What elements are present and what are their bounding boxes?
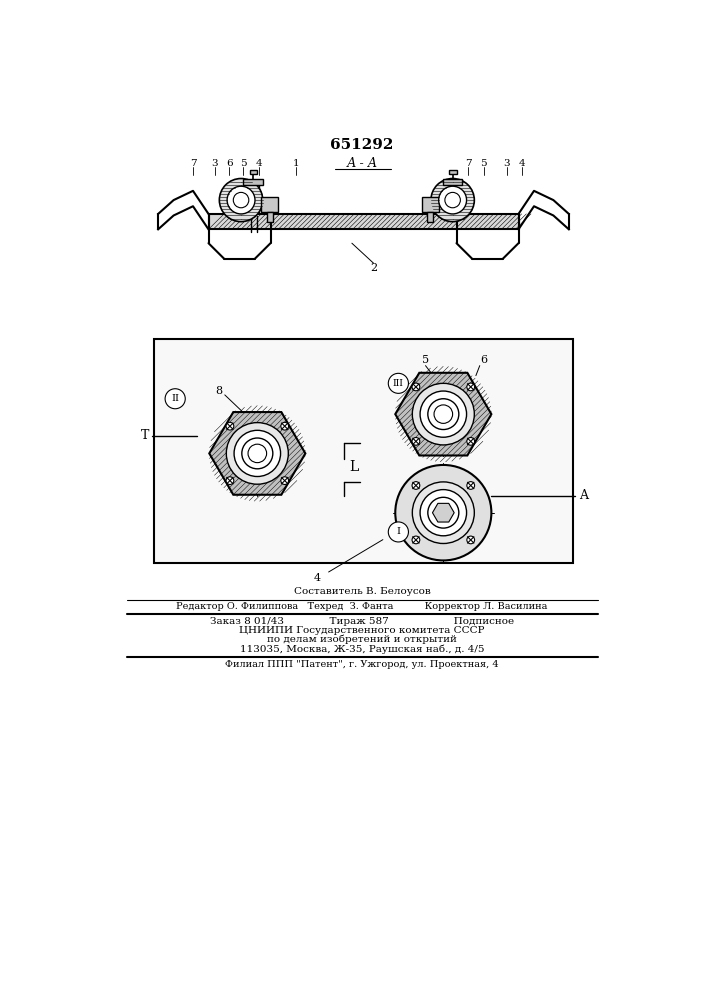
Circle shape <box>412 383 474 445</box>
Circle shape <box>420 391 467 437</box>
Text: 3: 3 <box>503 159 510 168</box>
Circle shape <box>467 438 474 445</box>
Circle shape <box>233 192 249 208</box>
Polygon shape <box>395 373 491 455</box>
Text: Редактор О. Филиппова   Техред  З. Фанта          Корректор Л. Василина: Редактор О. Филиппова Техред З. Фанта Ко… <box>176 602 548 611</box>
Circle shape <box>428 399 459 430</box>
Text: T: T <box>141 429 150 442</box>
Text: Заказ 8 01/43              Тираж 587                    Подписное: Заказ 8 01/43 Тираж 587 Подписное <box>210 617 514 626</box>
Circle shape <box>412 536 420 544</box>
Circle shape <box>281 422 288 430</box>
Text: 5: 5 <box>240 159 247 168</box>
Bar <box>421 197 438 212</box>
Text: 113035, Москва, Ж-35, Раушская наб., д. 4/5: 113035, Москва, Ж-35, Раушская наб., д. … <box>240 644 484 654</box>
Circle shape <box>467 383 474 391</box>
Text: Филиал ППП "Патент", г. Ужгород, ул. Проектная, 4: Филиал ППП "Патент", г. Ужгород, ул. Про… <box>225 660 498 669</box>
Circle shape <box>234 430 281 477</box>
Bar <box>449 170 457 174</box>
Polygon shape <box>433 503 454 522</box>
Circle shape <box>226 423 288 484</box>
Circle shape <box>165 389 185 409</box>
Circle shape <box>412 438 420 445</box>
Text: 1: 1 <box>293 159 299 168</box>
Circle shape <box>227 186 255 214</box>
Text: по делам изобретений и открытий: по делам изобретений и открытий <box>267 635 457 645</box>
Circle shape <box>412 383 420 391</box>
Bar <box>267 212 273 222</box>
Text: II: II <box>171 394 179 403</box>
Circle shape <box>420 490 467 536</box>
Circle shape <box>434 405 452 423</box>
Text: L: L <box>349 460 358 474</box>
Text: 5: 5 <box>480 159 487 168</box>
Text: 5: 5 <box>422 355 429 365</box>
Text: A: A <box>579 489 588 502</box>
Text: 4: 4 <box>313 573 320 583</box>
Circle shape <box>428 497 459 528</box>
Circle shape <box>226 477 234 484</box>
Text: I: I <box>397 527 400 536</box>
Text: 7: 7 <box>189 159 197 168</box>
Text: 3: 3 <box>211 159 218 168</box>
Text: III: III <box>393 379 404 388</box>
Text: 7: 7 <box>464 159 472 168</box>
Circle shape <box>388 522 409 542</box>
Text: А - А: А - А <box>346 157 378 170</box>
Bar <box>443 179 462 185</box>
Text: Составитель В. Белоусов: Составитель В. Белоусов <box>293 587 431 596</box>
Circle shape <box>388 373 409 393</box>
Bar <box>250 170 257 174</box>
Circle shape <box>445 192 460 208</box>
Bar <box>243 179 263 185</box>
Text: 6: 6 <box>480 355 487 365</box>
Circle shape <box>467 482 474 489</box>
Text: 4: 4 <box>255 159 262 168</box>
Circle shape <box>226 422 234 430</box>
Circle shape <box>248 444 267 463</box>
Bar <box>261 197 279 212</box>
Text: 2: 2 <box>370 263 377 273</box>
Polygon shape <box>209 412 305 495</box>
Circle shape <box>219 179 263 222</box>
Text: 4: 4 <box>519 159 526 168</box>
Circle shape <box>412 482 420 489</box>
Circle shape <box>438 186 467 214</box>
Bar <box>154 339 573 563</box>
Circle shape <box>281 477 288 484</box>
Bar <box>209 214 518 229</box>
Circle shape <box>412 482 474 544</box>
Circle shape <box>467 536 474 544</box>
Circle shape <box>395 465 491 560</box>
Text: ЦНИИПИ Государственного комитета СССР: ЦНИИПИ Государственного комитета СССР <box>239 626 485 635</box>
Text: 651292: 651292 <box>330 138 394 152</box>
Text: 6: 6 <box>226 159 233 168</box>
Circle shape <box>431 179 474 222</box>
Circle shape <box>242 438 273 469</box>
Bar <box>427 212 433 222</box>
Text: 8: 8 <box>215 386 222 396</box>
